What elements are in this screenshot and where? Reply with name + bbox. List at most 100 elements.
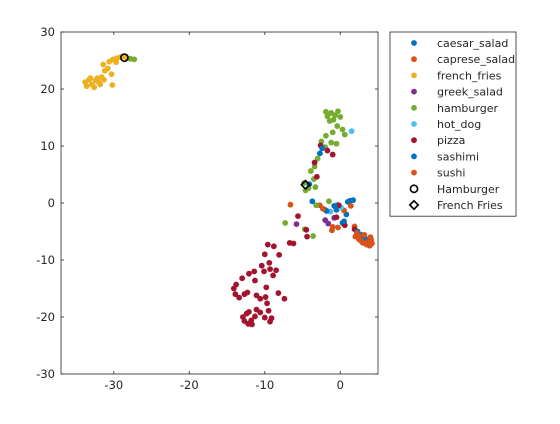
- point-greek-salad: [293, 221, 300, 227]
- legend-marker-french-fries: [408, 199, 420, 211]
- point-sushi: [320, 205, 326, 212]
- point-pizza: [276, 251, 283, 258]
- point-french-fries: [83, 83, 90, 90]
- point-sashimi: [341, 218, 347, 225]
- legend-box: [389, 31, 517, 217]
- point-pizza: [313, 173, 320, 180]
- point-pizza: [230, 285, 237, 292]
- point-caesar-salad: [316, 150, 323, 157]
- series-hamburger: [120, 53, 129, 63]
- legend-label-sushi: sushi: [437, 167, 465, 180]
- point-caprese-salad: [287, 201, 294, 208]
- point-pizza: [262, 294, 269, 300]
- legend-label-french-fries: french_fries: [437, 69, 502, 82]
- point-hamburger: [323, 108, 329, 115]
- point-caprese-salad: [347, 202, 354, 209]
- x-tick-label: -30: [104, 378, 123, 392]
- point-pizza: [261, 251, 268, 258]
- y-tick-label: 0: [48, 196, 55, 210]
- legend-marker-greek-salad: [411, 88, 417, 95]
- point-pizza: [261, 314, 268, 321]
- point-pizza: [270, 272, 276, 279]
- point-pizza: [253, 292, 260, 299]
- point-french-fries: [109, 82, 116, 88]
- point-pizza: [304, 233, 310, 240]
- point-hamburger: [127, 55, 134, 62]
- point-pizza: [252, 313, 258, 320]
- legend-marker-hamburger: [411, 104, 417, 111]
- point-hamburger: [311, 163, 318, 170]
- point-pizza: [232, 291, 239, 298]
- y-tick-label: 30: [40, 25, 55, 39]
- point-french-fries: [113, 59, 119, 66]
- point-pizza: [273, 267, 280, 274]
- point-sushi: [361, 232, 368, 238]
- point-french-fries: [97, 81, 104, 88]
- x-tick-label: -10: [255, 378, 274, 392]
- point-hamburger: [120, 53, 129, 63]
- point-french-fries: [98, 74, 105, 80]
- point-pizza: [270, 243, 277, 250]
- legend-label-greek-salad: greek_salad: [437, 86, 503, 99]
- point-hamburger: [314, 155, 321, 162]
- point-pizza: [266, 259, 273, 266]
- point-pizza: [257, 295, 264, 302]
- point-sashimi: [309, 198, 316, 205]
- point-pizza: [324, 147, 331, 154]
- legend-marker-pizza: [411, 137, 417, 144]
- legend-marker-caprese-salad: [411, 56, 417, 63]
- point-hamburger: [339, 126, 346, 133]
- point-hamburger: [307, 168, 314, 174]
- point-pizza: [267, 266, 273, 273]
- point-pizza: [253, 306, 260, 313]
- point-pizza: [303, 226, 310, 233]
- point-french-fries: [94, 75, 101, 82]
- points-layer: [82, 53, 375, 328]
- point-caprese-salad: [335, 224, 341, 231]
- point-pizza: [263, 284, 270, 291]
- legend-marker-hot-dog: [411, 121, 417, 127]
- y-tick-label: -20: [36, 310, 55, 324]
- point-hamburger: [326, 118, 333, 124]
- point-caesar-salad: [344, 198, 351, 205]
- point-pizza: [267, 318, 273, 325]
- point-pizza: [264, 300, 270, 307]
- legend-marker-sashimi: [411, 153, 417, 160]
- point-pizza: [244, 289, 251, 296]
- point-pizza: [246, 270, 252, 277]
- point-sashimi: [332, 203, 338, 210]
- y-tick-label: -30: [36, 367, 55, 381]
- point-hamburger: [312, 184, 319, 190]
- legend: caesar_salad caprese_salad french_friesgre…: [389, 31, 517, 217]
- point-hamburger: [333, 140, 340, 147]
- legend-label-sashimi: sashimi: [437, 150, 479, 163]
- point-pizza: [311, 159, 318, 166]
- point-hamburger: [324, 113, 331, 120]
- legend-label-french-fries: French Fries: [437, 199, 503, 212]
- point-pizza: [286, 240, 293, 246]
- point-pizza: [265, 307, 272, 314]
- point-hamburger: [313, 202, 320, 209]
- point-pizza: [261, 268, 267, 275]
- point-hamburger: [332, 112, 338, 119]
- point-sushi: [329, 227, 335, 234]
- point-pizza: [333, 214, 340, 221]
- point-greek-salad: [325, 220, 332, 227]
- point-hamburger: [329, 129, 336, 136]
- point-hamburger: [282, 220, 289, 226]
- series-greek-salad: [293, 214, 338, 227]
- point-hamburger: [337, 114, 344, 120]
- point-hamburger: [302, 187, 309, 194]
- point-pizza: [252, 277, 258, 284]
- point-hamburger: [341, 131, 348, 138]
- series-pizza: [230, 142, 358, 328]
- x-tick-label: -20: [180, 378, 199, 392]
- point-sushi: [352, 233, 359, 240]
- legend-label-caprese-salad: caprese_salad: [437, 53, 515, 66]
- point-hamburger: [326, 198, 332, 205]
- point-sashimi: [319, 145, 326, 152]
- legend-label-caesar-salad: caesar_salad: [437, 37, 508, 50]
- point-pizza: [264, 241, 271, 248]
